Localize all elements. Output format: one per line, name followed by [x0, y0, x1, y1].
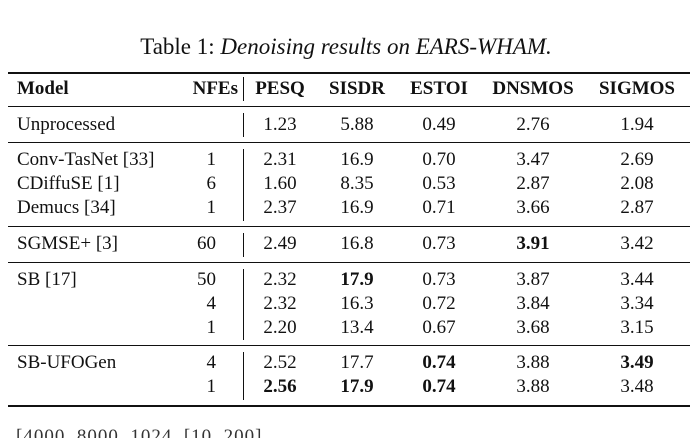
- cell-estoi: 0.73: [422, 233, 456, 254]
- cell-sisdr: 17.9: [340, 269, 374, 290]
- cell-pesq: 2.52: [263, 352, 297, 373]
- column-separator: [243, 269, 244, 340]
- cell-sigmos: 2.87: [620, 197, 654, 218]
- cell-model: SB-UFOGen: [17, 352, 117, 373]
- cell-pesq: 1.60: [263, 173, 297, 194]
- cell-sisdr: 16.9: [340, 149, 374, 170]
- cell-model: Demucs [34]: [17, 197, 116, 218]
- cell-sigmos: 3.34: [620, 293, 654, 314]
- header-sisdr: SISDR: [329, 78, 385, 99]
- cell-sisdr: 17.7: [340, 352, 374, 373]
- cell-sisdr: 16.3: [340, 293, 374, 314]
- column-separator: [243, 233, 244, 257]
- cell-pesq: 1.23: [263, 114, 297, 135]
- cell-sigmos: 3.48: [620, 376, 654, 397]
- table-caption-text: Denoising results on EARS-WHAM.: [220, 34, 552, 59]
- cell-nfes: 50: [197, 269, 216, 290]
- cell-sigmos: 3.15: [620, 317, 654, 338]
- header-sigmos: SIGMOS: [598, 78, 676, 99]
- group-rule-3: [8, 262, 690, 263]
- cell-nfes: 6: [206, 173, 217, 194]
- column-separator: [243, 113, 244, 137]
- cell-dnsmos: 3.91: [516, 233, 550, 254]
- cell-sisdr: 5.88: [340, 114, 374, 135]
- footer-fragment: [4000, 8000, 1024, [10, 200]: [0, 422, 692, 438]
- cell-model: SGMSE+ [3]: [17, 233, 118, 254]
- top-rule: [8, 72, 690, 74]
- cell-nfes: 4: [206, 293, 217, 314]
- cell-estoi: 0.67: [422, 317, 456, 338]
- cell-sigmos: 3.49: [620, 352, 654, 373]
- cell-model: SB [17]: [17, 269, 77, 290]
- cell-model: CDiffuSE [1]: [17, 173, 120, 194]
- cell-estoi: 0.53: [422, 173, 456, 194]
- footer-fragment-text: [4000, 8000, 1024, [10, 200]: [16, 426, 263, 438]
- cell-pesq: 2.56: [263, 376, 297, 397]
- cell-nfes: 60: [197, 233, 216, 254]
- cell-dnsmos: 3.88: [516, 352, 550, 373]
- cell-dnsmos: 3.66: [516, 197, 550, 218]
- cell-pesq: 2.31: [263, 149, 297, 170]
- cell-sigmos: 2.69: [620, 149, 654, 170]
- cell-nfes: 1: [206, 317, 217, 338]
- header-rule: [8, 106, 690, 107]
- header-estoi: ESTOI: [410, 78, 468, 99]
- cell-estoi: 0.72: [422, 293, 456, 314]
- cell-pesq: 2.49: [263, 233, 297, 254]
- group-rule-4: [8, 345, 690, 346]
- cell-estoi: 0.71: [422, 197, 456, 218]
- cell-model: Unprocessed: [17, 114, 116, 135]
- column-separator: [243, 77, 244, 101]
- cell-dnsmos: 3.68: [516, 317, 550, 338]
- cell-pesq: 2.32: [263, 269, 297, 290]
- cell-sisdr: 13.4: [340, 317, 374, 338]
- cell-pesq: 2.32: [263, 293, 297, 314]
- cell-pesq: 2.37: [263, 197, 297, 218]
- column-separator: [243, 149, 244, 221]
- cell-model: Conv-TasNet [33]: [17, 149, 155, 170]
- cell-sigmos: 3.44: [620, 269, 654, 290]
- cell-estoi: 0.74: [422, 352, 456, 373]
- cell-estoi: 0.74: [422, 376, 456, 397]
- cell-estoi: 0.49: [422, 114, 456, 135]
- cell-dnsmos: 3.88: [516, 376, 550, 397]
- cell-pesq: 2.20: [263, 317, 297, 338]
- cell-estoi: 0.70: [422, 149, 456, 170]
- cell-sisdr: 16.8: [340, 233, 374, 254]
- cell-sigmos: 1.94: [620, 114, 654, 135]
- cell-nfes: 4: [206, 352, 217, 373]
- table-caption: Table 1: Denoising results on EARS-WHAM.: [0, 33, 692, 61]
- cell-nfes: 1: [206, 149, 217, 170]
- cell-dnsmos: 3.87: [516, 269, 550, 290]
- cell-dnsmos: 2.87: [516, 173, 550, 194]
- cell-sisdr: 8.35: [340, 173, 374, 194]
- bottom-rule: [8, 405, 690, 407]
- group-rule-2: [8, 226, 690, 227]
- cell-dnsmos: 2.76: [516, 114, 550, 135]
- cell-sisdr: 17.9: [340, 376, 374, 397]
- header-model: Model: [17, 78, 69, 99]
- cell-estoi: 0.73: [422, 269, 456, 290]
- cell-nfes: 1: [206, 197, 217, 218]
- header-pesq: PESQ: [255, 78, 305, 99]
- header-nfes: NFEs: [192, 78, 238, 99]
- cell-sisdr: 16.9: [340, 197, 374, 218]
- cell-nfes: 1: [206, 376, 217, 397]
- cell-dnsmos: 3.84: [516, 293, 550, 314]
- cell-dnsmos: 3.47: [516, 149, 550, 170]
- table-caption-label: Table 1:: [140, 34, 215, 59]
- column-separator: [243, 352, 244, 400]
- group-rule-1: [8, 142, 690, 143]
- header-dnsmos: DNSMOS: [492, 78, 574, 99]
- cell-sigmos: 2.08: [620, 173, 654, 194]
- cell-sigmos: 3.42: [620, 233, 654, 254]
